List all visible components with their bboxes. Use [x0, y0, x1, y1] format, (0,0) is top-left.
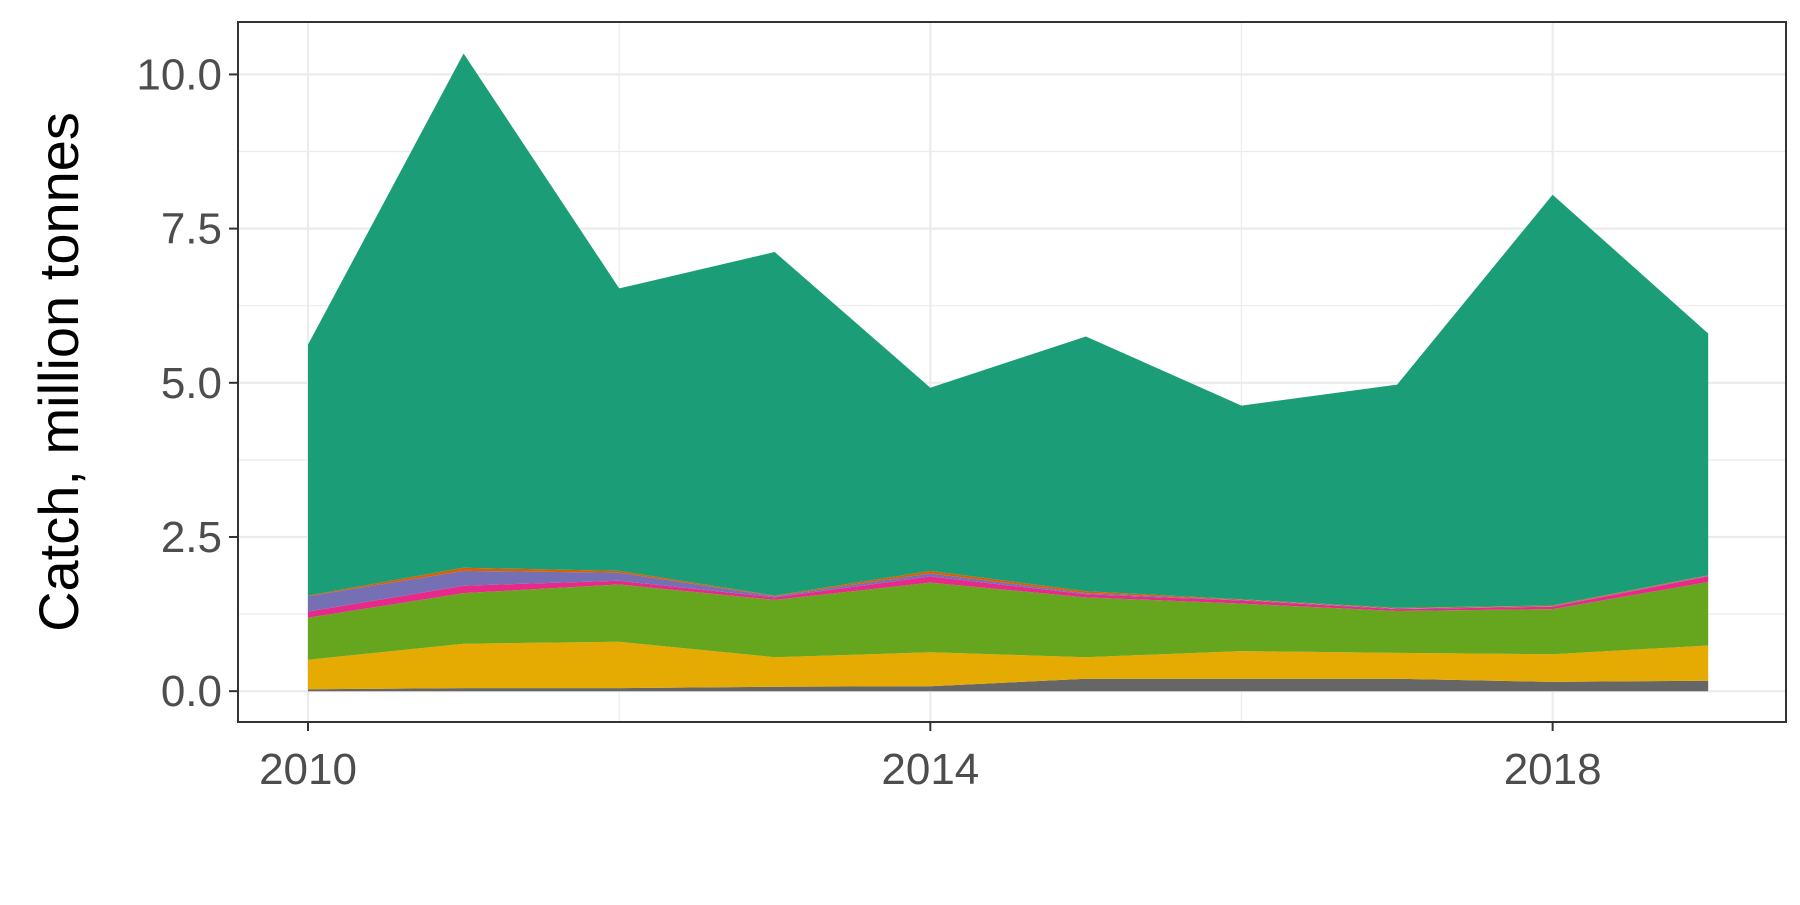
area-series-5: [308, 570, 1709, 612]
area-series-1: [308, 678, 1709, 692]
area-series-3: [308, 582, 1709, 660]
area-series-2: [308, 641, 1709, 690]
y-tick-label: 10.0: [136, 50, 222, 99]
x-tick-label: 2018: [1504, 745, 1602, 794]
area-series-4: [308, 576, 1709, 618]
area-series-6: [308, 567, 1709, 609]
y-tick-label: 2.5: [161, 513, 222, 562]
x-tick-label: 2010: [259, 745, 357, 794]
y-axis-title: Catch, million tonnes: [27, 112, 90, 632]
area-series: [308, 53, 1709, 692]
y-tick-label: 7.5: [161, 205, 222, 254]
y-tick-label: 0.0: [161, 667, 222, 716]
area-series-7: [308, 53, 1709, 608]
x-tick-label: 2014: [881, 745, 979, 794]
panel-border: [237, 21, 1787, 723]
axes: 0.0 2.5 5.0 7.5 10.0 2010 2014 2018: [136, 50, 1601, 794]
y-tick-label: 5.0: [161, 359, 222, 408]
